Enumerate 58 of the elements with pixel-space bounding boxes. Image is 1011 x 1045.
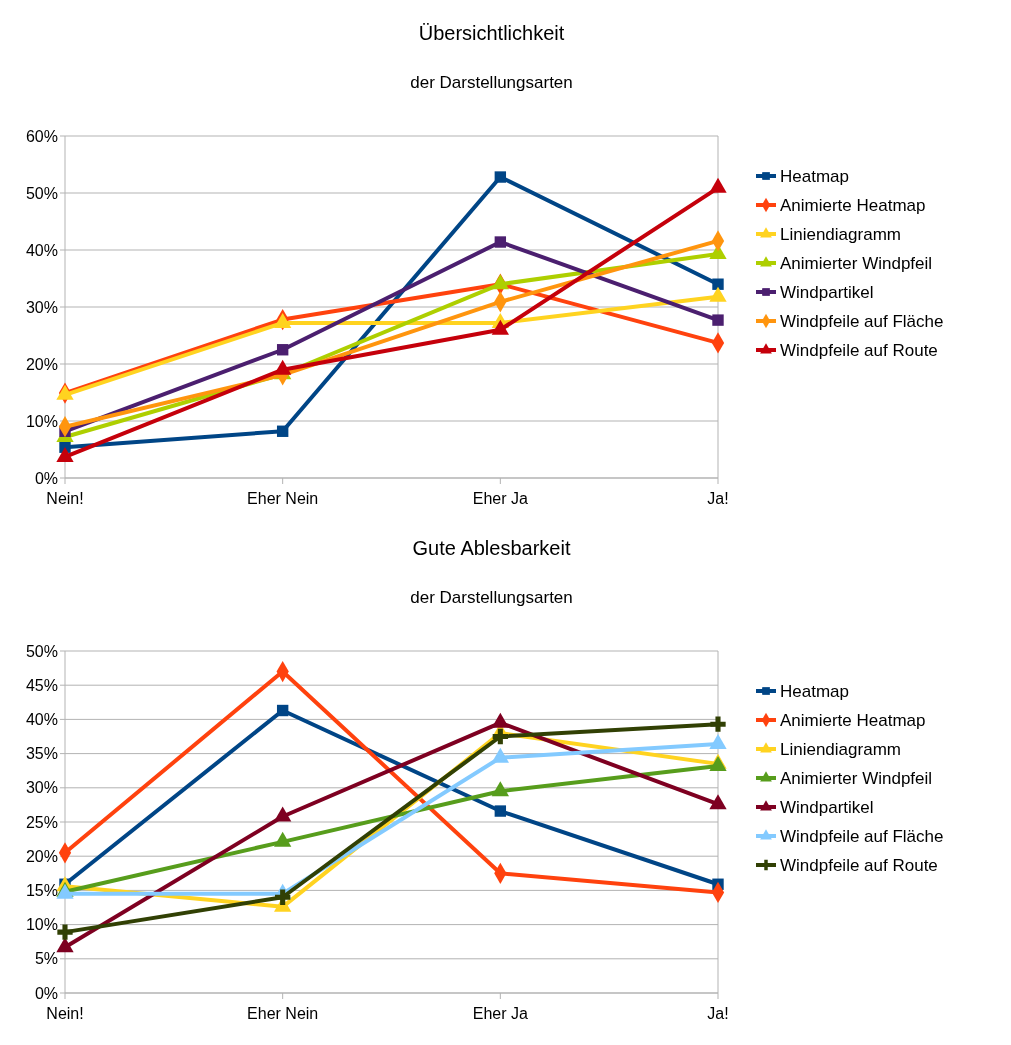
legend-label: Windpfeile auf Route xyxy=(780,855,938,875)
legend-label: Windpfeile auf Fläche xyxy=(780,826,944,846)
legend-label: Liniendiagramm xyxy=(780,739,901,759)
point xyxy=(57,924,73,940)
point xyxy=(492,728,508,745)
legend-label: Windpartikel xyxy=(780,282,874,302)
x-tick-label: Eher Nein xyxy=(247,1005,319,1022)
legend-label: Windpartikel xyxy=(780,797,874,817)
point xyxy=(276,704,289,717)
y-tick-label: 50% xyxy=(25,642,58,660)
y-tick-label: 40% xyxy=(25,241,58,259)
point xyxy=(274,831,292,847)
y-tick-label: 30% xyxy=(25,779,58,797)
point xyxy=(709,794,727,810)
chart-subtitle: der Darstellungsarten xyxy=(410,73,573,92)
x-tick-label: Eher Ja xyxy=(472,1005,529,1022)
point xyxy=(275,889,291,905)
y-tick-label: 5% xyxy=(34,950,58,968)
legend-label: Animierter Windpfeil xyxy=(780,253,933,273)
x-tick-label: Ja! xyxy=(707,490,729,507)
y-tick-label: 30% xyxy=(25,298,58,316)
x-tick-label: Nein! xyxy=(46,490,84,507)
legend-label: Animierte Heatmap xyxy=(780,710,926,730)
legend-label: Windpfeile auf Fläche xyxy=(780,311,944,331)
legend-label: Liniendiagramm xyxy=(780,224,901,244)
legend-label: Heatmap xyxy=(780,166,849,186)
point xyxy=(710,716,726,732)
point xyxy=(709,734,727,750)
point xyxy=(491,781,509,797)
chart-subtitle: der Darstellungsarten xyxy=(410,588,573,607)
x-tick-label: Eher Nein xyxy=(247,490,319,507)
x-tick-label: Eher Ja xyxy=(472,490,529,507)
point xyxy=(491,747,509,763)
y-tick-label: 20% xyxy=(25,355,58,373)
legend-label: Heatmap xyxy=(780,681,849,701)
y-tick-label: 25% xyxy=(25,813,58,831)
y-tick-label: 15% xyxy=(25,882,58,899)
x-tick-label: Nein! xyxy=(46,1005,84,1022)
y-tick-label: 10% xyxy=(25,916,58,934)
point xyxy=(491,712,509,728)
x-tick-label: Ja! xyxy=(707,1005,729,1022)
y-tick-label: 10% xyxy=(25,412,58,430)
point xyxy=(494,805,507,817)
point xyxy=(56,937,74,953)
y-tick-label: 50% xyxy=(25,184,58,202)
legend-label: Animierte Heatmap xyxy=(780,195,926,215)
y-tick-label: 60% xyxy=(25,127,58,145)
y-tick-label: 45% xyxy=(25,676,58,694)
y-tick-label: 0% xyxy=(34,469,58,487)
y-tick-label: 0% xyxy=(34,984,58,1002)
y-tick-label: 40% xyxy=(25,711,58,728)
chart-title: Gute Ablesbarkeit xyxy=(412,537,571,559)
legend-label: Windpfeile auf Route xyxy=(780,340,938,360)
chart-title: Übersichtlichkeit xyxy=(418,22,565,44)
legend-label: Animierter Windpfeil xyxy=(780,768,933,788)
y-tick-label: 35% xyxy=(25,745,58,763)
y-tick-label: 20% xyxy=(25,847,58,865)
point xyxy=(274,806,292,822)
